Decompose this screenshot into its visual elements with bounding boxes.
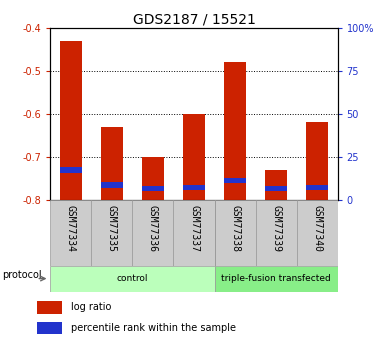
Text: GSM77338: GSM77338 xyxy=(230,205,240,252)
Bar xyxy=(183,114,205,200)
Bar xyxy=(256,200,296,266)
Bar xyxy=(142,157,164,200)
Bar xyxy=(92,200,132,266)
Bar xyxy=(296,200,338,266)
Text: control: control xyxy=(117,274,148,283)
Bar xyxy=(215,200,256,266)
Bar xyxy=(142,186,164,191)
Bar xyxy=(132,200,173,266)
Text: log ratio: log ratio xyxy=(71,303,111,312)
Bar xyxy=(37,322,62,334)
Text: GSM77340: GSM77340 xyxy=(312,205,322,252)
Bar xyxy=(60,167,82,172)
Text: GSM77335: GSM77335 xyxy=(107,205,117,252)
Text: protocol: protocol xyxy=(3,270,42,280)
Title: GDS2187 / 15521: GDS2187 / 15521 xyxy=(133,12,255,27)
Text: GSM77336: GSM77336 xyxy=(148,205,158,252)
Bar xyxy=(37,301,62,314)
Bar xyxy=(265,170,287,200)
Bar xyxy=(100,127,123,200)
Bar xyxy=(183,185,205,190)
Bar xyxy=(306,122,328,200)
Bar xyxy=(265,186,287,191)
Bar xyxy=(100,183,123,188)
Text: triple-fusion transfected: triple-fusion transfected xyxy=(221,274,331,283)
Bar xyxy=(60,41,82,200)
Bar xyxy=(50,266,215,292)
Text: percentile rank within the sample: percentile rank within the sample xyxy=(71,323,236,333)
Bar xyxy=(306,185,328,190)
Text: GSM77339: GSM77339 xyxy=(271,205,281,252)
Text: GSM77334: GSM77334 xyxy=(66,205,76,252)
Bar xyxy=(224,62,246,200)
Bar xyxy=(224,178,246,183)
Bar xyxy=(50,200,92,266)
Bar xyxy=(215,266,338,292)
Text: GSM77337: GSM77337 xyxy=(189,205,199,252)
Bar xyxy=(173,200,215,266)
